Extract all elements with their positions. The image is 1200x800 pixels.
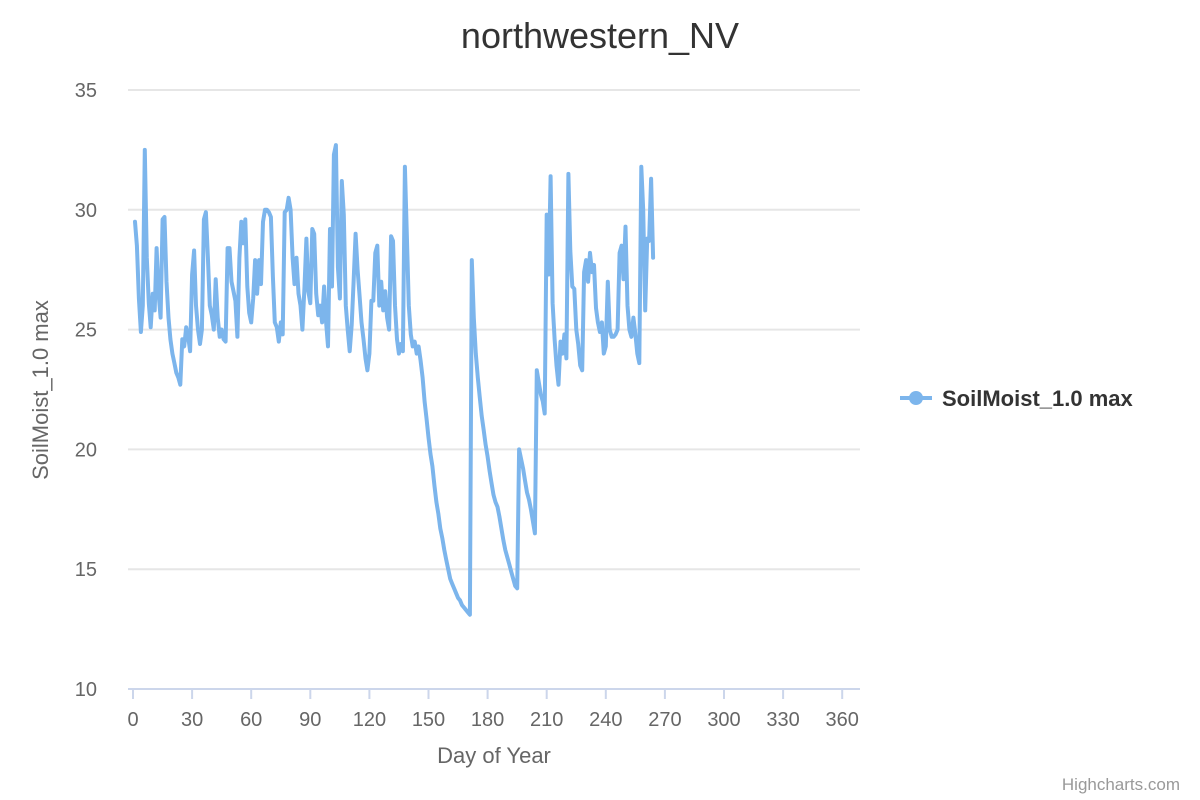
y-tick-label: 35 bbox=[75, 80, 97, 102]
x-tick-label: 300 bbox=[707, 709, 740, 731]
credits-link[interactable]: Highcharts.com bbox=[1062, 775, 1180, 794]
x-tick-label: 240 bbox=[589, 709, 622, 731]
x-tick-label: 30 bbox=[181, 709, 203, 731]
x-tick-label: 210 bbox=[530, 709, 563, 731]
y-tick-label: 10 bbox=[75, 679, 97, 701]
y-tick-labels: 10 15 20 25 30 35 bbox=[75, 80, 97, 701]
x-tick-label: 330 bbox=[766, 709, 799, 731]
y-tick-label: 25 bbox=[75, 320, 97, 342]
y-tick-label: 20 bbox=[75, 439, 97, 461]
x-tick-label: 0 bbox=[127, 709, 138, 731]
series-line bbox=[133, 143, 656, 617]
x-tick-label: 360 bbox=[826, 709, 859, 731]
series-layer bbox=[133, 143, 656, 617]
chart-title: northwestern_NV bbox=[461, 15, 739, 56]
x-tick-label: 60 bbox=[240, 709, 262, 731]
x-axis-title: Day of Year bbox=[437, 743, 551, 768]
x-tick-label: 180 bbox=[471, 709, 504, 731]
legend-item[interactable]: SoilMoist_1.0 max bbox=[900, 386, 1134, 411]
x-tick-label: 150 bbox=[412, 709, 445, 731]
y-grid bbox=[128, 89, 860, 571]
x-tick-labels: 0 30 60 90 120 150 180 210 240 270 300 330 360 bbox=[127, 709, 858, 731]
y-axis-title: SoilMoist_1.0 max bbox=[28, 300, 53, 480]
y-tick-label: 15 bbox=[75, 559, 97, 581]
x-axis bbox=[128, 688, 860, 699]
x-tick-label: 90 bbox=[299, 709, 321, 731]
y-tick-label: 30 bbox=[75, 200, 97, 222]
legend-label: SoilMoist_1.0 max bbox=[942, 386, 1134, 411]
x-tick-label: 270 bbox=[648, 709, 681, 731]
x-tick-label: 120 bbox=[353, 709, 386, 731]
legend-marker-icon bbox=[909, 391, 923, 405]
